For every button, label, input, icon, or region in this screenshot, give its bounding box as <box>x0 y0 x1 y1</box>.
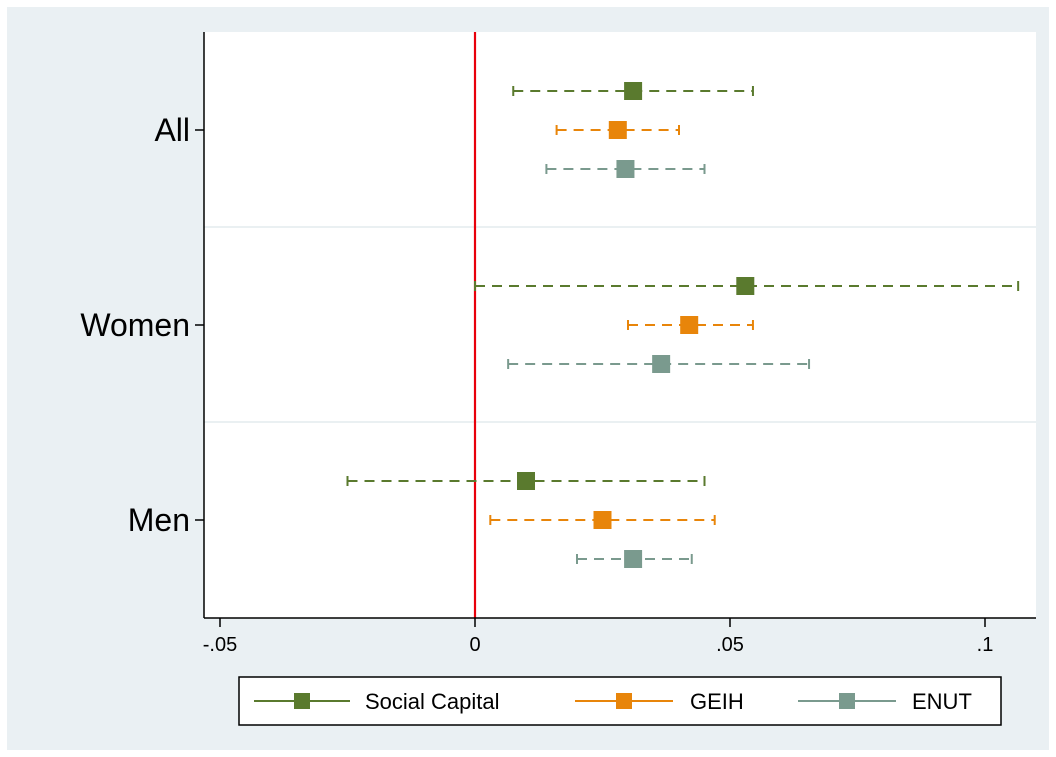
legend-label-social-capital: Social Capital <box>365 689 500 714</box>
series-social-capital <box>346 82 1020 490</box>
point-estimate-enut-men <box>624 550 643 568</box>
category-label-men: Men <box>128 502 190 538</box>
point-estimate-enut-women <box>652 355 671 373</box>
category-label-women: Women <box>80 307 190 343</box>
axis-layer: -.05 0 .05 .1 All Women Men <box>80 32 1036 656</box>
point-estimate-geih-all <box>608 121 627 139</box>
grid-layer <box>204 226 1036 423</box>
x-tick-label-3: .1 <box>977 634 994 656</box>
point-estimate-social-capital-women <box>736 277 755 295</box>
point-estimate-geih-women <box>680 316 699 334</box>
category-label-all: All <box>154 112 190 148</box>
point-estimate-geih-men <box>593 511 612 529</box>
x-tick-label-0: -.05 <box>203 634 237 656</box>
x-tick-label-2: .05 <box>716 634 744 656</box>
legend-marker-enut <box>839 693 855 709</box>
series-layer <box>346 82 1020 568</box>
legend: Social Capital GEIH ENUT <box>238 676 1002 726</box>
point-estimate-enut-all <box>616 160 635 178</box>
point-estimate-social-capital-men <box>517 472 535 490</box>
legend-label-geih: GEIH <box>690 689 744 714</box>
legend-marker-geih <box>616 693 632 709</box>
legend-marker-social-capital <box>294 693 310 709</box>
series-enut <box>507 160 811 568</box>
legend-label-enut: ENUT <box>912 689 972 714</box>
point-estimate-social-capital-all <box>624 82 643 100</box>
series-geih <box>489 121 754 529</box>
x-tick-label-1: 0 <box>469 634 480 656</box>
plot-area <box>204 32 1036 618</box>
